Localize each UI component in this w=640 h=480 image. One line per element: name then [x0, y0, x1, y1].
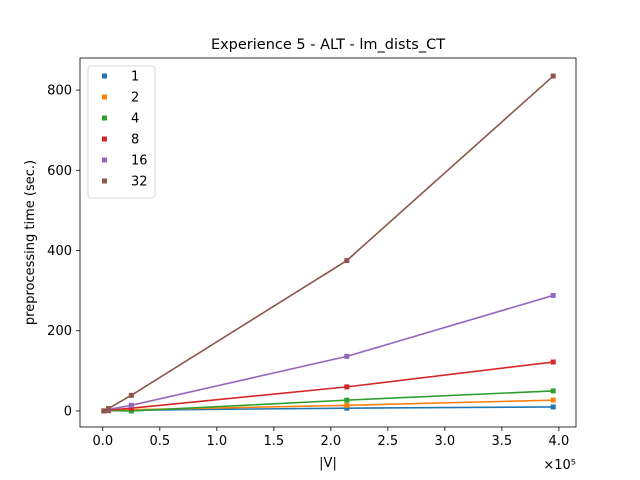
- axes-frame: [79, 57, 577, 428]
- data-point: [550, 292, 556, 298]
- legend-marker: [102, 115, 107, 121]
- legend-marker: [102, 178, 107, 184]
- data-point: [128, 392, 134, 398]
- data-point: [128, 402, 134, 408]
- y-tick-label: 400: [47, 244, 72, 259]
- x-tick-label: 2.5: [378, 434, 399, 449]
- legend-label: 32: [131, 175, 148, 190]
- data-point: [344, 402, 350, 408]
- data-point: [344, 258, 350, 264]
- y-axis: 0 200 400 600 800: [47, 84, 80, 419]
- legend-marker: [102, 94, 107, 100]
- x-tick-label: 3.5: [492, 434, 513, 449]
- data-point: [344, 353, 350, 359]
- y-tick-label: 600: [47, 164, 72, 179]
- x-tick-label: 1.5: [263, 434, 284, 449]
- data-point: [101, 408, 107, 414]
- x-tick-label: 0.5: [149, 434, 170, 449]
- legend-marker: [102, 73, 107, 79]
- legend-label: 2: [131, 91, 139, 106]
- x-axis: 0.0 0.5 1.0 1.5 2.0 2.5 3.0 3.5 4.0: [92, 427, 569, 449]
- legend-marker: [102, 136, 107, 142]
- x-tick-label: 2.0: [321, 434, 342, 449]
- legend-label: 16: [131, 154, 148, 169]
- chart-title: Experience 5 - ALT - lm_dists_CT: [211, 37, 445, 53]
- data-point: [128, 405, 134, 411]
- legend-label: 1: [131, 70, 139, 85]
- legend-marker: [102, 157, 107, 163]
- x-axis-multiplier: ×10⁵: [543, 458, 576, 473]
- legend: 1 2 4 8 16 32: [87, 65, 156, 199]
- legend-label: 8: [131, 133, 139, 148]
- x-tick-label: 1.0: [206, 434, 227, 449]
- data-point: [344, 405, 350, 411]
- data-point: [550, 404, 556, 410]
- y-axis-label: preprocessing time (sec.): [23, 160, 38, 325]
- x-tick-label: 4.0: [549, 434, 570, 449]
- data-point: [550, 359, 556, 365]
- x-tick-label: 0.0: [92, 434, 113, 449]
- series-32: [101, 73, 556, 414]
- data-point: [550, 397, 556, 403]
- x-tick-label: 3.0: [435, 434, 456, 449]
- y-tick-label: 200: [47, 324, 72, 339]
- series-layer: [101, 73, 556, 414]
- data-point: [344, 384, 350, 390]
- x-axis-label: |V|: [319, 456, 337, 471]
- y-tick-label: 0: [64, 404, 72, 419]
- plot-area: [79, 57, 577, 428]
- data-point: [128, 408, 134, 414]
- data-point: [344, 397, 350, 403]
- legend-label: 4: [131, 112, 139, 127]
- data-point: [550, 388, 556, 394]
- data-point: [106, 406, 112, 412]
- y-tick-label: 800: [47, 84, 72, 99]
- data-point: [550, 73, 556, 79]
